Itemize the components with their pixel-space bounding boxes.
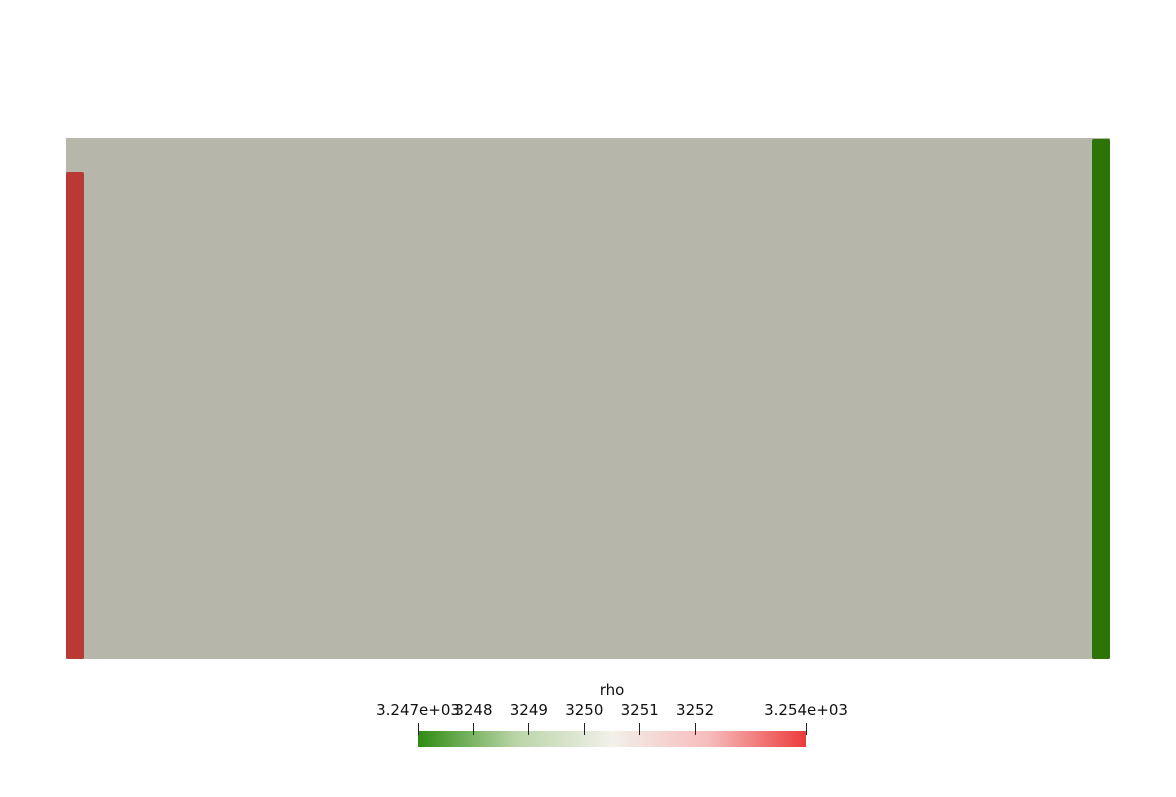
colorbar-tick xyxy=(528,723,529,735)
colorbar-tick-label: 3251 xyxy=(620,701,659,719)
colorbar-tick xyxy=(695,723,696,735)
colorbar-tick-label: 3.247e+03 xyxy=(376,701,460,719)
colorbar-tick-label: 3249 xyxy=(509,701,548,719)
colorbar-tick-label: 3252 xyxy=(676,701,715,719)
colorbar-tick-label: 3250 xyxy=(565,701,604,719)
colorbar-title: rho xyxy=(599,681,625,699)
colorbar-gradient xyxy=(418,731,806,747)
colorbar-tick-label: 3248 xyxy=(454,701,493,719)
colorbar-tick xyxy=(584,723,585,735)
colorbar-tick xyxy=(806,723,807,735)
colorbar-tick xyxy=(418,723,419,735)
colorbar-tick xyxy=(473,723,474,735)
right-boundary-strip xyxy=(1092,139,1110,659)
mesh-domain xyxy=(66,138,1110,659)
left-boundary-strip xyxy=(66,172,84,659)
colorbar-tick xyxy=(639,723,640,735)
colorbar-tick-label: 3.254e+03 xyxy=(764,701,848,719)
